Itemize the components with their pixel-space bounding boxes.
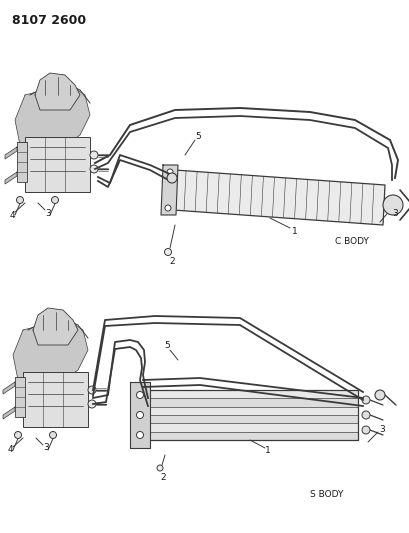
Circle shape bbox=[14, 432, 21, 439]
Bar bbox=[148, 390, 357, 398]
Circle shape bbox=[16, 197, 23, 204]
Circle shape bbox=[136, 411, 143, 418]
Circle shape bbox=[361, 411, 369, 419]
Circle shape bbox=[52, 197, 58, 204]
Circle shape bbox=[157, 465, 163, 471]
Bar bbox=[148, 407, 357, 415]
Text: 3: 3 bbox=[391, 209, 397, 219]
Circle shape bbox=[136, 432, 143, 439]
Bar bbox=[148, 432, 357, 440]
Text: 2: 2 bbox=[160, 473, 165, 482]
Circle shape bbox=[361, 396, 369, 404]
Bar bbox=[15, 377, 25, 417]
Bar bbox=[25, 137, 90, 192]
Polygon shape bbox=[5, 147, 17, 159]
Circle shape bbox=[166, 169, 173, 175]
Polygon shape bbox=[130, 382, 150, 448]
Circle shape bbox=[88, 386, 96, 394]
Circle shape bbox=[166, 173, 177, 183]
Circle shape bbox=[88, 400, 96, 408]
Bar bbox=[148, 415, 357, 423]
Bar bbox=[23, 372, 88, 427]
Text: 3: 3 bbox=[45, 208, 51, 217]
Text: 1: 1 bbox=[265, 447, 270, 456]
Text: 4: 4 bbox=[7, 446, 13, 455]
Circle shape bbox=[164, 205, 171, 211]
Polygon shape bbox=[33, 308, 78, 345]
Circle shape bbox=[382, 195, 402, 215]
Polygon shape bbox=[35, 73, 80, 110]
Polygon shape bbox=[3, 382, 15, 394]
Bar bbox=[17, 142, 27, 182]
Text: 5: 5 bbox=[164, 342, 169, 351]
Circle shape bbox=[90, 165, 98, 173]
Circle shape bbox=[361, 426, 369, 434]
Text: S BODY: S BODY bbox=[309, 490, 343, 499]
Text: 3: 3 bbox=[378, 425, 384, 434]
Polygon shape bbox=[5, 172, 17, 184]
Polygon shape bbox=[173, 170, 384, 225]
Bar bbox=[148, 398, 357, 407]
Text: 1: 1 bbox=[291, 228, 297, 237]
Polygon shape bbox=[3, 407, 15, 419]
Text: 4: 4 bbox=[9, 211, 15, 220]
Circle shape bbox=[49, 432, 56, 439]
Polygon shape bbox=[161, 165, 178, 215]
Circle shape bbox=[136, 392, 143, 399]
Circle shape bbox=[90, 151, 98, 159]
Bar bbox=[148, 423, 357, 432]
Circle shape bbox=[374, 390, 384, 400]
Bar bbox=[148, 390, 357, 440]
Text: 3: 3 bbox=[43, 443, 49, 453]
Text: C BODY: C BODY bbox=[334, 238, 368, 246]
Polygon shape bbox=[15, 85, 90, 155]
Text: 8107 2600: 8107 2600 bbox=[12, 14, 86, 27]
Circle shape bbox=[164, 248, 171, 255]
Polygon shape bbox=[13, 320, 88, 390]
Text: 5: 5 bbox=[195, 132, 200, 141]
Text: 2: 2 bbox=[169, 257, 174, 266]
